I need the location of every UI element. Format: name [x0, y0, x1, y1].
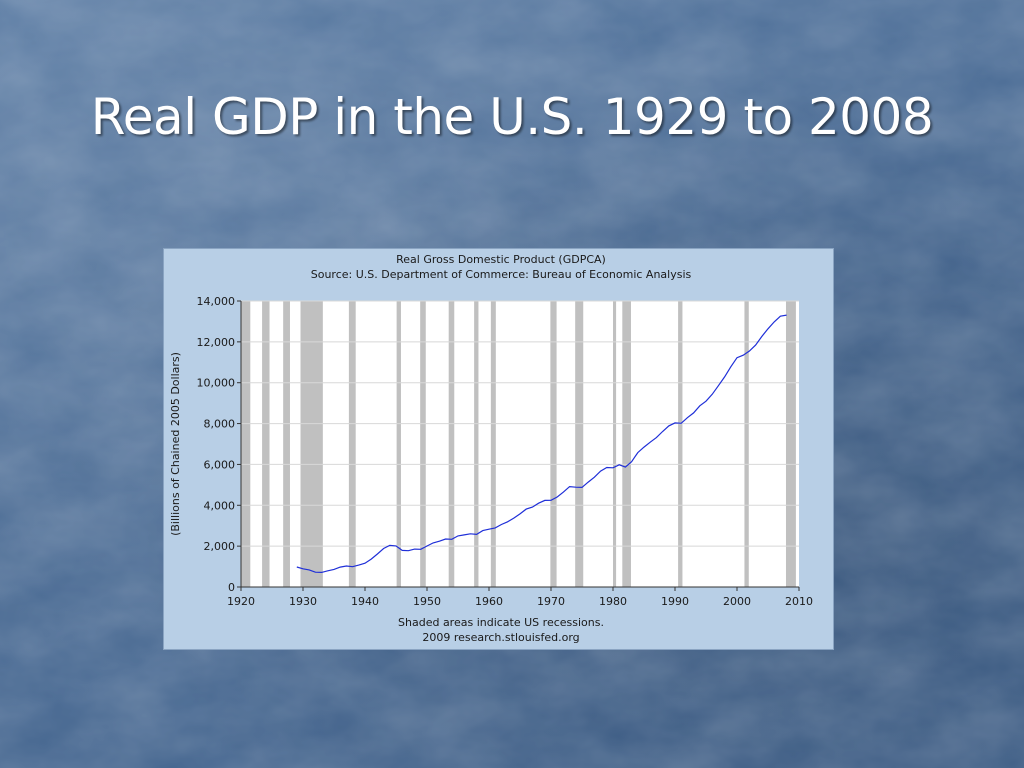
gdp-series — [296, 314, 787, 574]
recession-band-11 — [575, 301, 584, 587]
gdp-chart: Real Gross Domestic Product (GDPCA) Sour… — [169, 253, 813, 644]
chart-title: Real Gross Domestic Product (GDPCA) — [396, 253, 606, 266]
recession-band-1 — [262, 301, 270, 587]
recession-band-5 — [396, 301, 401, 587]
gridlines — [237, 300, 800, 591]
recession-band-10 — [550, 301, 557, 587]
recession-band-14 — [678, 301, 683, 587]
y-tick-label-7: 14,000 — [197, 295, 236, 308]
x-tick-label-2: 1940 — [351, 595, 379, 608]
x-tick-label-9: 2010 — [785, 595, 813, 608]
y-tick-label-4: 8,000 — [204, 418, 236, 431]
x-tick-label-5: 1970 — [537, 595, 565, 608]
y-tick-label-1: 2,000 — [204, 540, 236, 553]
chart-panel: Real Gross Domestic Product (GDPCA) Sour… — [163, 248, 834, 650]
footnote-recessions: Shaded areas indicate US recessions. — [398, 616, 604, 629]
x-tick-label-0: 1920 — [227, 595, 255, 608]
x-tick-label-8: 2000 — [723, 595, 751, 608]
recession-band-7 — [448, 301, 455, 587]
chart-subtitle: Source: U.S. Department of Commerce: Bur… — [311, 268, 692, 281]
recession-band-3 — [300, 301, 323, 587]
recession-band-9 — [490, 301, 496, 587]
x-tick-label-7: 1990 — [661, 595, 689, 608]
y-tick-label-3: 6,000 — [204, 458, 236, 471]
recession-band-8 — [474, 301, 479, 587]
recession-band-4 — [348, 301, 356, 587]
axes — [240, 301, 799, 588]
y-tick-label-5: 10,000 — [197, 377, 236, 390]
x-tick-label-4: 1960 — [475, 595, 503, 608]
y-tick-label-2: 4,000 — [204, 499, 236, 512]
x-tick-label-3: 1950 — [413, 595, 441, 608]
recession-band-0 — [241, 301, 251, 587]
gdp-line-0 — [296, 314, 787, 574]
recession-band-6 — [420, 301, 426, 587]
y-tick-label-6: 12,000 — [197, 336, 236, 349]
footnote-source: 2009 research.stlouisfed.org — [422, 631, 579, 644]
x-tick-label-1: 1930 — [289, 595, 317, 608]
y-tick-label-0: 0 — [228, 581, 235, 594]
recession-band-13 — [622, 301, 631, 587]
recession-band-15 — [744, 301, 749, 587]
x-tick-label-6: 1980 — [599, 595, 627, 608]
recession-bands — [241, 301, 796, 587]
recession-band-2 — [283, 301, 290, 587]
y-axis-label: (Billions of Chained 2005 Dollars) — [169, 352, 182, 536]
recession-band-16 — [785, 301, 796, 587]
x-tick-labels: 1920 1930 1940 1950 1960 1970 1980 1990 2000 2010 — [227, 595, 813, 608]
slide-title: Real GDP in the U.S. 1929 to 2008 — [90, 88, 934, 146]
y-tick-labels: 0 2,000 4,000 6,000 8,000 10,000 12,000 14,000 — [197, 295, 236, 594]
recession-band-12 — [613, 301, 617, 587]
plot-area — [241, 301, 799, 587]
